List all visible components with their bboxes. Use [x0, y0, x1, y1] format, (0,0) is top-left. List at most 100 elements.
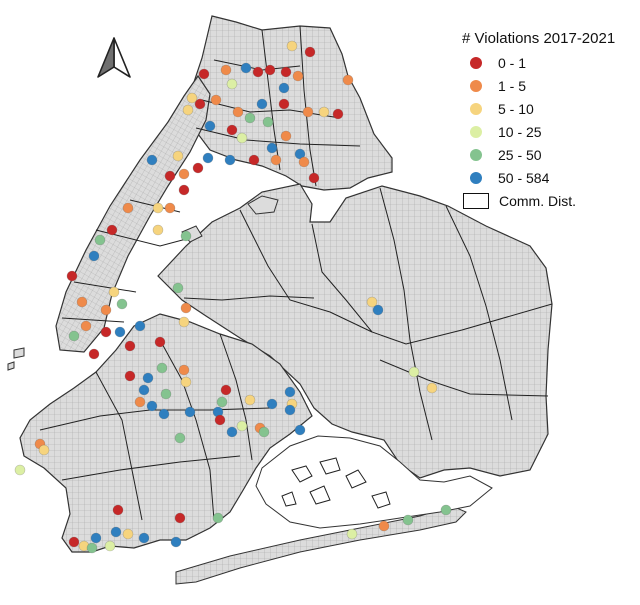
- legend-label: 1 - 5: [498, 77, 527, 94]
- violation-point: [156, 362, 168, 374]
- violation-point: [372, 304, 384, 316]
- violation-point: [122, 528, 134, 540]
- violation-point: [100, 326, 112, 338]
- violation-point: [226, 124, 238, 136]
- legend-label: 25 - 50: [498, 146, 542, 163]
- violation-point: [232, 106, 244, 118]
- violation-point: [122, 202, 134, 214]
- violation-point: [172, 282, 184, 294]
- violation-point: [202, 152, 214, 164]
- violation-point: [266, 398, 278, 410]
- violation-point: [180, 230, 192, 242]
- violation-point: [94, 234, 106, 246]
- legend-title: # Violations 2017-2021: [462, 30, 616, 47]
- violation-point: [256, 98, 268, 110]
- violation-point: [266, 142, 278, 154]
- violation-point: [210, 94, 222, 106]
- violation-point: [138, 384, 150, 396]
- violation-point: [68, 536, 80, 548]
- violation-point: [124, 370, 136, 382]
- violation-point: [164, 170, 176, 182]
- violation-point: [142, 372, 154, 384]
- violation-point: [408, 366, 420, 378]
- violation-point: [170, 536, 182, 548]
- violation-point: [298, 156, 310, 168]
- violation-point: [426, 382, 438, 394]
- violation-point: [252, 66, 264, 78]
- bay-islands: [281, 457, 391, 509]
- violation-point: [346, 528, 358, 540]
- violation-points: [14, 40, 452, 554]
- legend-item-25-50: 25 - 50: [462, 143, 632, 166]
- violation-point: [294, 424, 306, 436]
- violation-point: [146, 400, 158, 412]
- violation-point: [198, 68, 210, 80]
- violation-point: [174, 512, 186, 524]
- legend-item-10-25: 10 - 25: [462, 120, 632, 143]
- jamaica-bay: [255, 435, 493, 529]
- violation-point: [66, 270, 78, 282]
- violation-point: [116, 298, 128, 310]
- violation-point: [248, 154, 260, 166]
- violation-point: [172, 150, 184, 162]
- violation-point: [134, 320, 146, 332]
- violation-point: [108, 286, 120, 298]
- violation-point: [112, 504, 124, 516]
- violation-point: [226, 78, 238, 90]
- violation-point: [204, 120, 216, 132]
- violation-point: [124, 340, 136, 352]
- violation-point: [178, 364, 190, 376]
- violation-point: [224, 154, 236, 166]
- violation-point: [258, 426, 270, 438]
- legend-label: 50 - 584: [498, 169, 550, 186]
- legend-swatch: [470, 79, 482, 92]
- violation-point: [214, 414, 226, 426]
- violation-point: [292, 70, 304, 82]
- violation-point: [174, 432, 186, 444]
- violation-point: [278, 98, 290, 110]
- violation-point: [236, 420, 248, 432]
- legend-item-comm-dist: Comm. Dist.: [462, 189, 632, 212]
- legend-item-1-5: 1 - 5: [462, 74, 632, 97]
- violation-point: [164, 202, 176, 214]
- violation-point: [86, 542, 98, 554]
- violation-point: [158, 408, 170, 420]
- violation-point: [378, 520, 390, 532]
- violation-point: [284, 404, 296, 416]
- violation-point: [366, 296, 378, 308]
- legend-swatch: [470, 102, 482, 115]
- violation-point: [68, 330, 80, 342]
- violation-point: [80, 320, 92, 332]
- violation-point: [186, 92, 198, 104]
- violation-point: [146, 154, 158, 166]
- violation-point: [194, 98, 206, 110]
- violation-point: [332, 108, 344, 120]
- violation-point: [286, 40, 298, 52]
- violation-point: [88, 250, 100, 262]
- violation-point: [226, 426, 238, 438]
- violation-point: [236, 132, 248, 144]
- violation-point: [308, 172, 320, 184]
- legend-item-50-584: 50 - 584: [462, 166, 632, 189]
- violation-point: [90, 532, 102, 544]
- violation-point: [342, 74, 354, 86]
- violation-point: [160, 388, 172, 400]
- violation-point: [180, 302, 192, 314]
- violation-point: [240, 62, 252, 74]
- violation-point: [178, 316, 190, 328]
- legend-label: 0 - 1: [498, 54, 527, 71]
- brooklyn-borough: [19, 313, 313, 553]
- violation-point: [304, 46, 316, 58]
- rockaway-peninsula: [175, 505, 467, 585]
- legend-item-0-1: 0 - 1: [462, 51, 632, 74]
- violation-point: [284, 386, 296, 398]
- violation-point: [152, 202, 164, 214]
- violation-point: [154, 336, 166, 348]
- violation-point: [212, 512, 224, 524]
- violation-point: [264, 64, 276, 76]
- legend-swatch: [470, 125, 482, 138]
- violation-point: [88, 348, 100, 360]
- violation-point: [402, 514, 414, 526]
